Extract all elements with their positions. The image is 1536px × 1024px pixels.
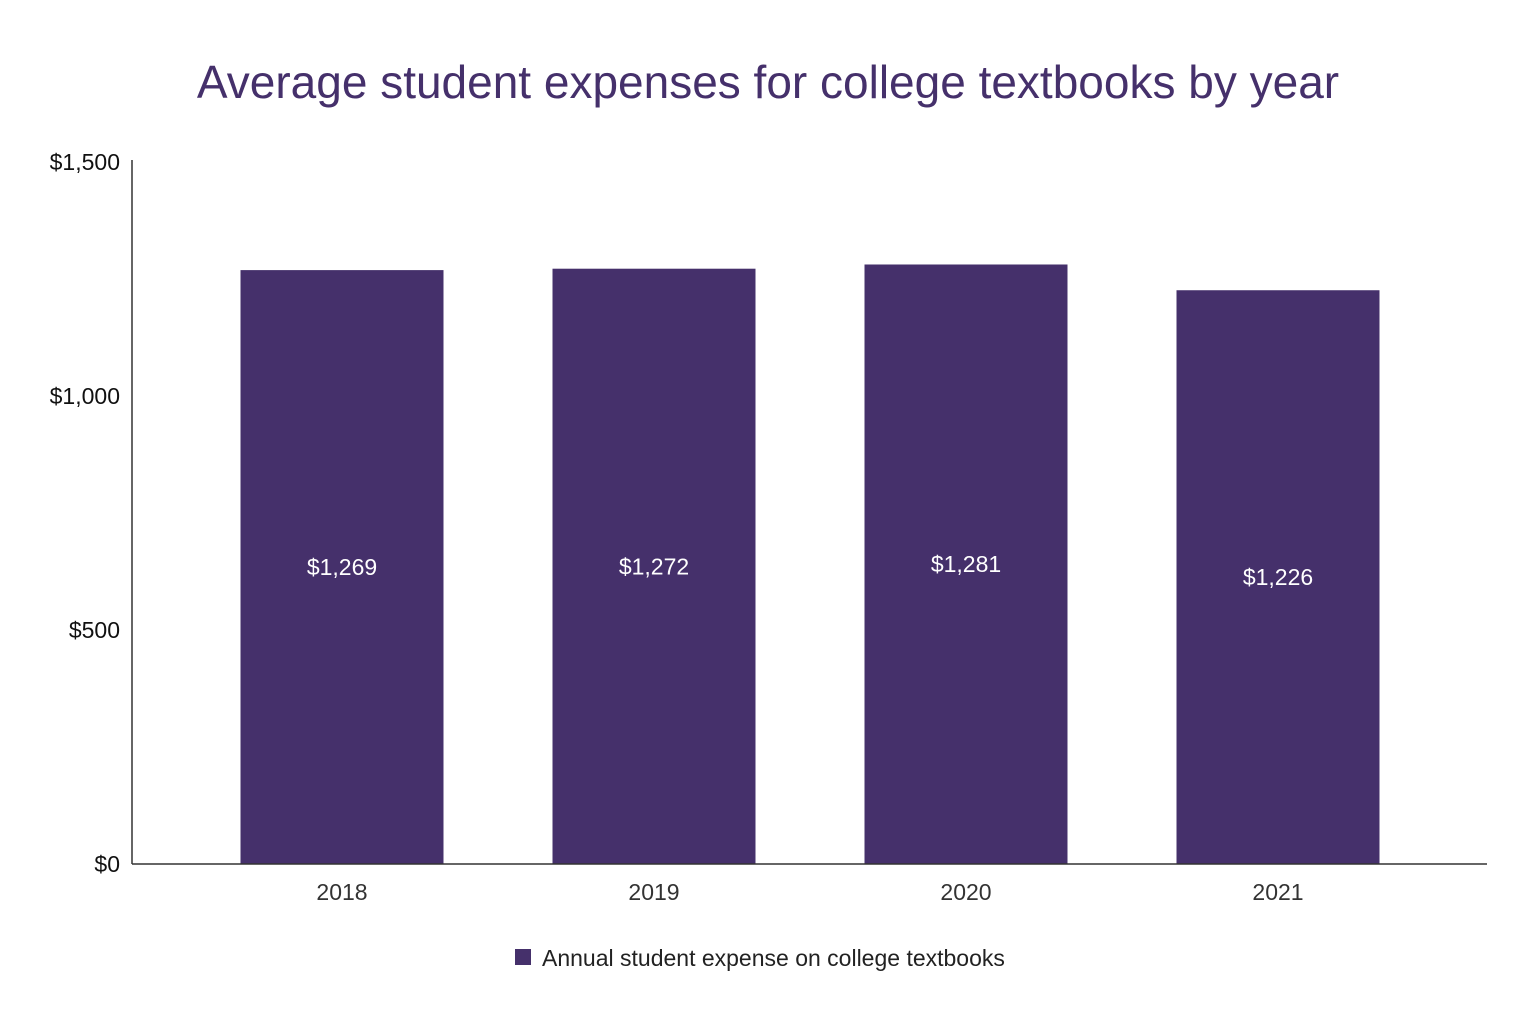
legend-swatch [515, 949, 531, 965]
y-tick-label: $500 [69, 617, 120, 643]
legend-label: Annual student expense on college textbo… [542, 945, 1005, 971]
x-tick-label: 2020 [940, 879, 991, 905]
bar-2018 [240, 270, 444, 864]
x-tick-label: 2021 [1252, 879, 1303, 905]
data-label: $1,281 [931, 551, 1001, 577]
chart-title: Average student expenses for college tex… [197, 56, 1339, 108]
x-tick-label: 2018 [316, 879, 367, 905]
y-tick-label: $0 [94, 851, 120, 877]
data-label: $1,226 [1243, 564, 1313, 590]
legend: Annual student expense on college textbo… [515, 945, 1005, 971]
bar-2021 [1176, 290, 1380, 864]
bar-2020 [864, 264, 1068, 864]
y-tick-label: $1,000 [50, 383, 120, 409]
x-tick-label: 2019 [628, 879, 679, 905]
data-label: $1,269 [307, 554, 377, 580]
bar-2019 [552, 268, 756, 865]
y-tick-label: $1,500 [50, 149, 120, 175]
data-label: $1,272 [619, 553, 689, 579]
